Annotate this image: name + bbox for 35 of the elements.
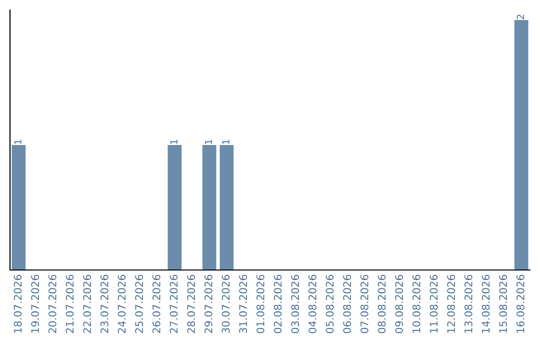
x-tick-label: 31.07.2026 xyxy=(239,274,248,334)
x-tick-label: 19.07.2026 xyxy=(31,274,40,333)
x-tick-label: 13.08.2026 xyxy=(464,274,472,333)
x-tick-label: 14.08.2026 xyxy=(482,274,490,333)
x-tick-label: 27.07.2026 xyxy=(170,274,178,334)
x-tick-label: 04.08.2026 xyxy=(308,274,316,334)
x-tick-label: 01.08.2026 xyxy=(256,274,264,334)
x-tick-label: 20.07.2026 xyxy=(48,274,56,334)
x-tick-label: 10.08.2026 xyxy=(412,274,420,333)
x-tick-label: 28.07.2026 xyxy=(187,274,196,334)
x-tick-label: 22.07.2026 xyxy=(83,274,92,334)
x-tick-label: 16.08.2026 xyxy=(516,274,524,333)
x-tick-label: 23.07.2026 xyxy=(100,274,108,334)
x-tick-label: 07.08.2026 xyxy=(360,274,368,334)
x-tick-label: 24.07.2026 xyxy=(118,274,126,334)
data-label: 2 xyxy=(516,14,524,20)
x-tick-label: 05.08.2026 xyxy=(326,274,334,334)
x-tick-label: 09.08.2026 xyxy=(395,274,404,334)
x-tick-label: 26.07.2026 xyxy=(152,274,160,334)
x-tick-label: 29.07.2026 xyxy=(204,274,212,334)
x-tick-label: 21.07.2026 xyxy=(66,274,74,334)
x-tick-label: 25.07.2026 xyxy=(135,274,144,334)
data-label: 1 xyxy=(204,140,212,144)
data-label: 1 xyxy=(222,140,230,144)
x-tick-label: 11.08.2026 xyxy=(430,274,438,333)
x-tick-label: 06.08.2026 xyxy=(343,274,352,334)
x-tick-label: 12.08.2026 xyxy=(447,274,456,333)
data-label: 1 xyxy=(170,140,178,144)
x-tick-label: 18.07.2026 xyxy=(14,274,22,333)
x-tick-label: 30.07.2026 xyxy=(222,274,230,334)
x-tick-label: 02.08.2026 xyxy=(274,274,282,334)
data-label: 1 xyxy=(14,140,22,144)
x-tick-label: 08.08.2026 xyxy=(378,274,386,334)
x-tick-label: 03.08.2026 xyxy=(291,274,300,334)
x-tick-label: 15.08.2026 xyxy=(499,274,508,333)
